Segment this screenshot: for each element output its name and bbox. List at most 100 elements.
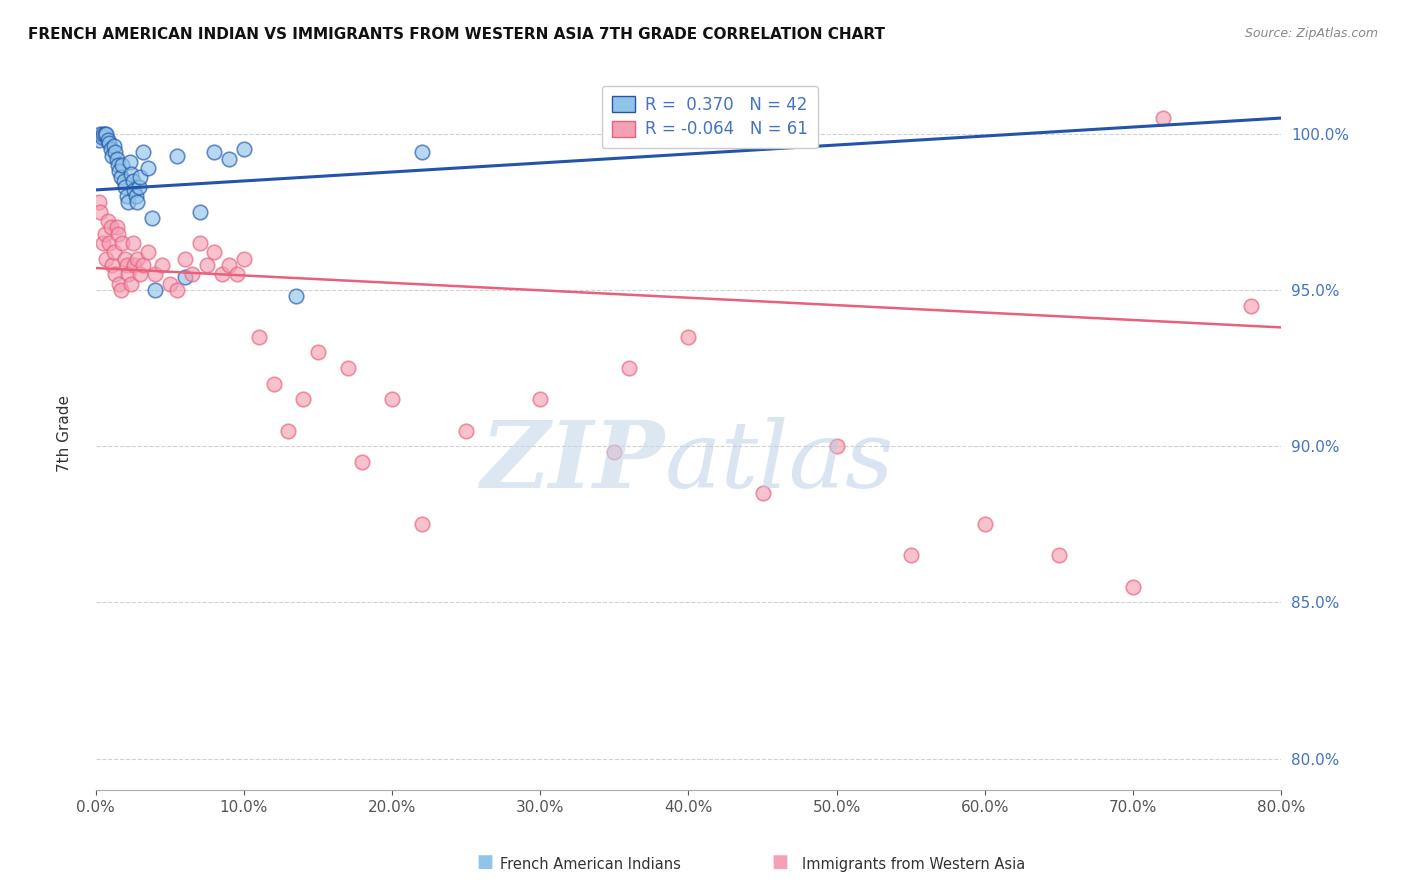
Point xyxy=(90,129,112,144)
Point xyxy=(101,258,124,272)
Text: French American Indians: French American Indians xyxy=(501,857,681,872)
Point xyxy=(195,258,218,272)
Point xyxy=(100,220,122,235)
Point xyxy=(247,330,270,344)
Point xyxy=(107,158,129,172)
Point xyxy=(825,439,848,453)
Point xyxy=(128,179,150,194)
Point xyxy=(218,152,240,166)
Point xyxy=(87,133,110,147)
Point xyxy=(1047,549,1070,563)
Point xyxy=(103,245,125,260)
Point xyxy=(188,235,211,250)
Point xyxy=(124,258,146,272)
Point xyxy=(105,152,128,166)
Point xyxy=(233,252,256,266)
Point xyxy=(456,424,478,438)
Point xyxy=(202,145,225,160)
Point xyxy=(211,267,233,281)
Point xyxy=(97,214,120,228)
Point xyxy=(120,277,142,291)
Point xyxy=(129,267,152,281)
Point xyxy=(1122,580,1144,594)
Point xyxy=(114,252,136,266)
Point xyxy=(115,258,138,272)
Point xyxy=(152,258,174,272)
Point xyxy=(381,392,404,407)
Point xyxy=(108,164,131,178)
Point xyxy=(121,173,143,187)
Point xyxy=(120,167,142,181)
Point xyxy=(166,148,188,162)
Point xyxy=(104,267,127,281)
Point xyxy=(136,245,159,260)
Point xyxy=(233,142,256,156)
Point xyxy=(103,139,125,153)
Point xyxy=(603,445,626,459)
Point xyxy=(678,330,700,344)
Point xyxy=(744,127,766,141)
Text: ZIP: ZIP xyxy=(481,417,665,508)
Text: Source: ZipAtlas.com: Source: ZipAtlas.com xyxy=(1244,27,1378,40)
Point xyxy=(98,235,121,250)
Point xyxy=(96,252,118,266)
Point xyxy=(114,179,136,194)
Point xyxy=(89,204,111,219)
Point xyxy=(307,345,329,359)
Point xyxy=(159,277,181,291)
Point xyxy=(121,235,143,250)
Point xyxy=(98,136,121,150)
Point xyxy=(225,267,247,281)
Point xyxy=(292,392,315,407)
Y-axis label: 7th Grade: 7th Grade xyxy=(58,395,72,472)
Point xyxy=(105,220,128,235)
Point xyxy=(115,189,138,203)
Point xyxy=(411,145,433,160)
Point xyxy=(87,195,110,210)
Point xyxy=(97,133,120,147)
Point xyxy=(751,486,773,500)
Point xyxy=(127,195,149,210)
Text: ■: ■ xyxy=(772,853,789,871)
Point xyxy=(129,170,152,185)
Point xyxy=(336,361,359,376)
Point xyxy=(91,127,114,141)
Point xyxy=(284,289,307,303)
Point xyxy=(143,283,166,297)
Point xyxy=(93,127,115,141)
Point xyxy=(202,245,225,260)
Point xyxy=(529,392,551,407)
Point xyxy=(218,258,240,272)
Point xyxy=(124,183,146,197)
Point xyxy=(89,127,111,141)
Point xyxy=(104,145,127,160)
Point xyxy=(181,267,204,281)
Point xyxy=(100,142,122,156)
Point xyxy=(117,195,139,210)
Point xyxy=(91,235,114,250)
Point xyxy=(127,252,149,266)
Point xyxy=(141,211,163,225)
Point xyxy=(263,376,285,391)
Point xyxy=(107,227,129,241)
Point xyxy=(411,517,433,532)
Point xyxy=(96,127,118,141)
Point xyxy=(1152,111,1174,125)
Point xyxy=(110,283,132,297)
Point xyxy=(108,277,131,291)
Point xyxy=(101,148,124,162)
Text: FRENCH AMERICAN INDIAN VS IMMIGRANTS FROM WESTERN ASIA 7TH GRADE CORRELATION CHA: FRENCH AMERICAN INDIAN VS IMMIGRANTS FRO… xyxy=(28,27,886,42)
Point xyxy=(900,549,922,563)
Point xyxy=(188,204,211,219)
Point xyxy=(111,235,134,250)
Point xyxy=(118,154,141,169)
Point xyxy=(352,455,374,469)
Point xyxy=(117,267,139,281)
Point xyxy=(143,267,166,281)
Point xyxy=(973,517,995,532)
Point xyxy=(132,145,155,160)
Point xyxy=(125,189,148,203)
Legend: R =  0.370   N = 42, R = -0.064   N = 61: R = 0.370 N = 42, R = -0.064 N = 61 xyxy=(602,86,818,148)
Point xyxy=(173,252,195,266)
Text: Immigrants from Western Asia: Immigrants from Western Asia xyxy=(803,857,1025,872)
